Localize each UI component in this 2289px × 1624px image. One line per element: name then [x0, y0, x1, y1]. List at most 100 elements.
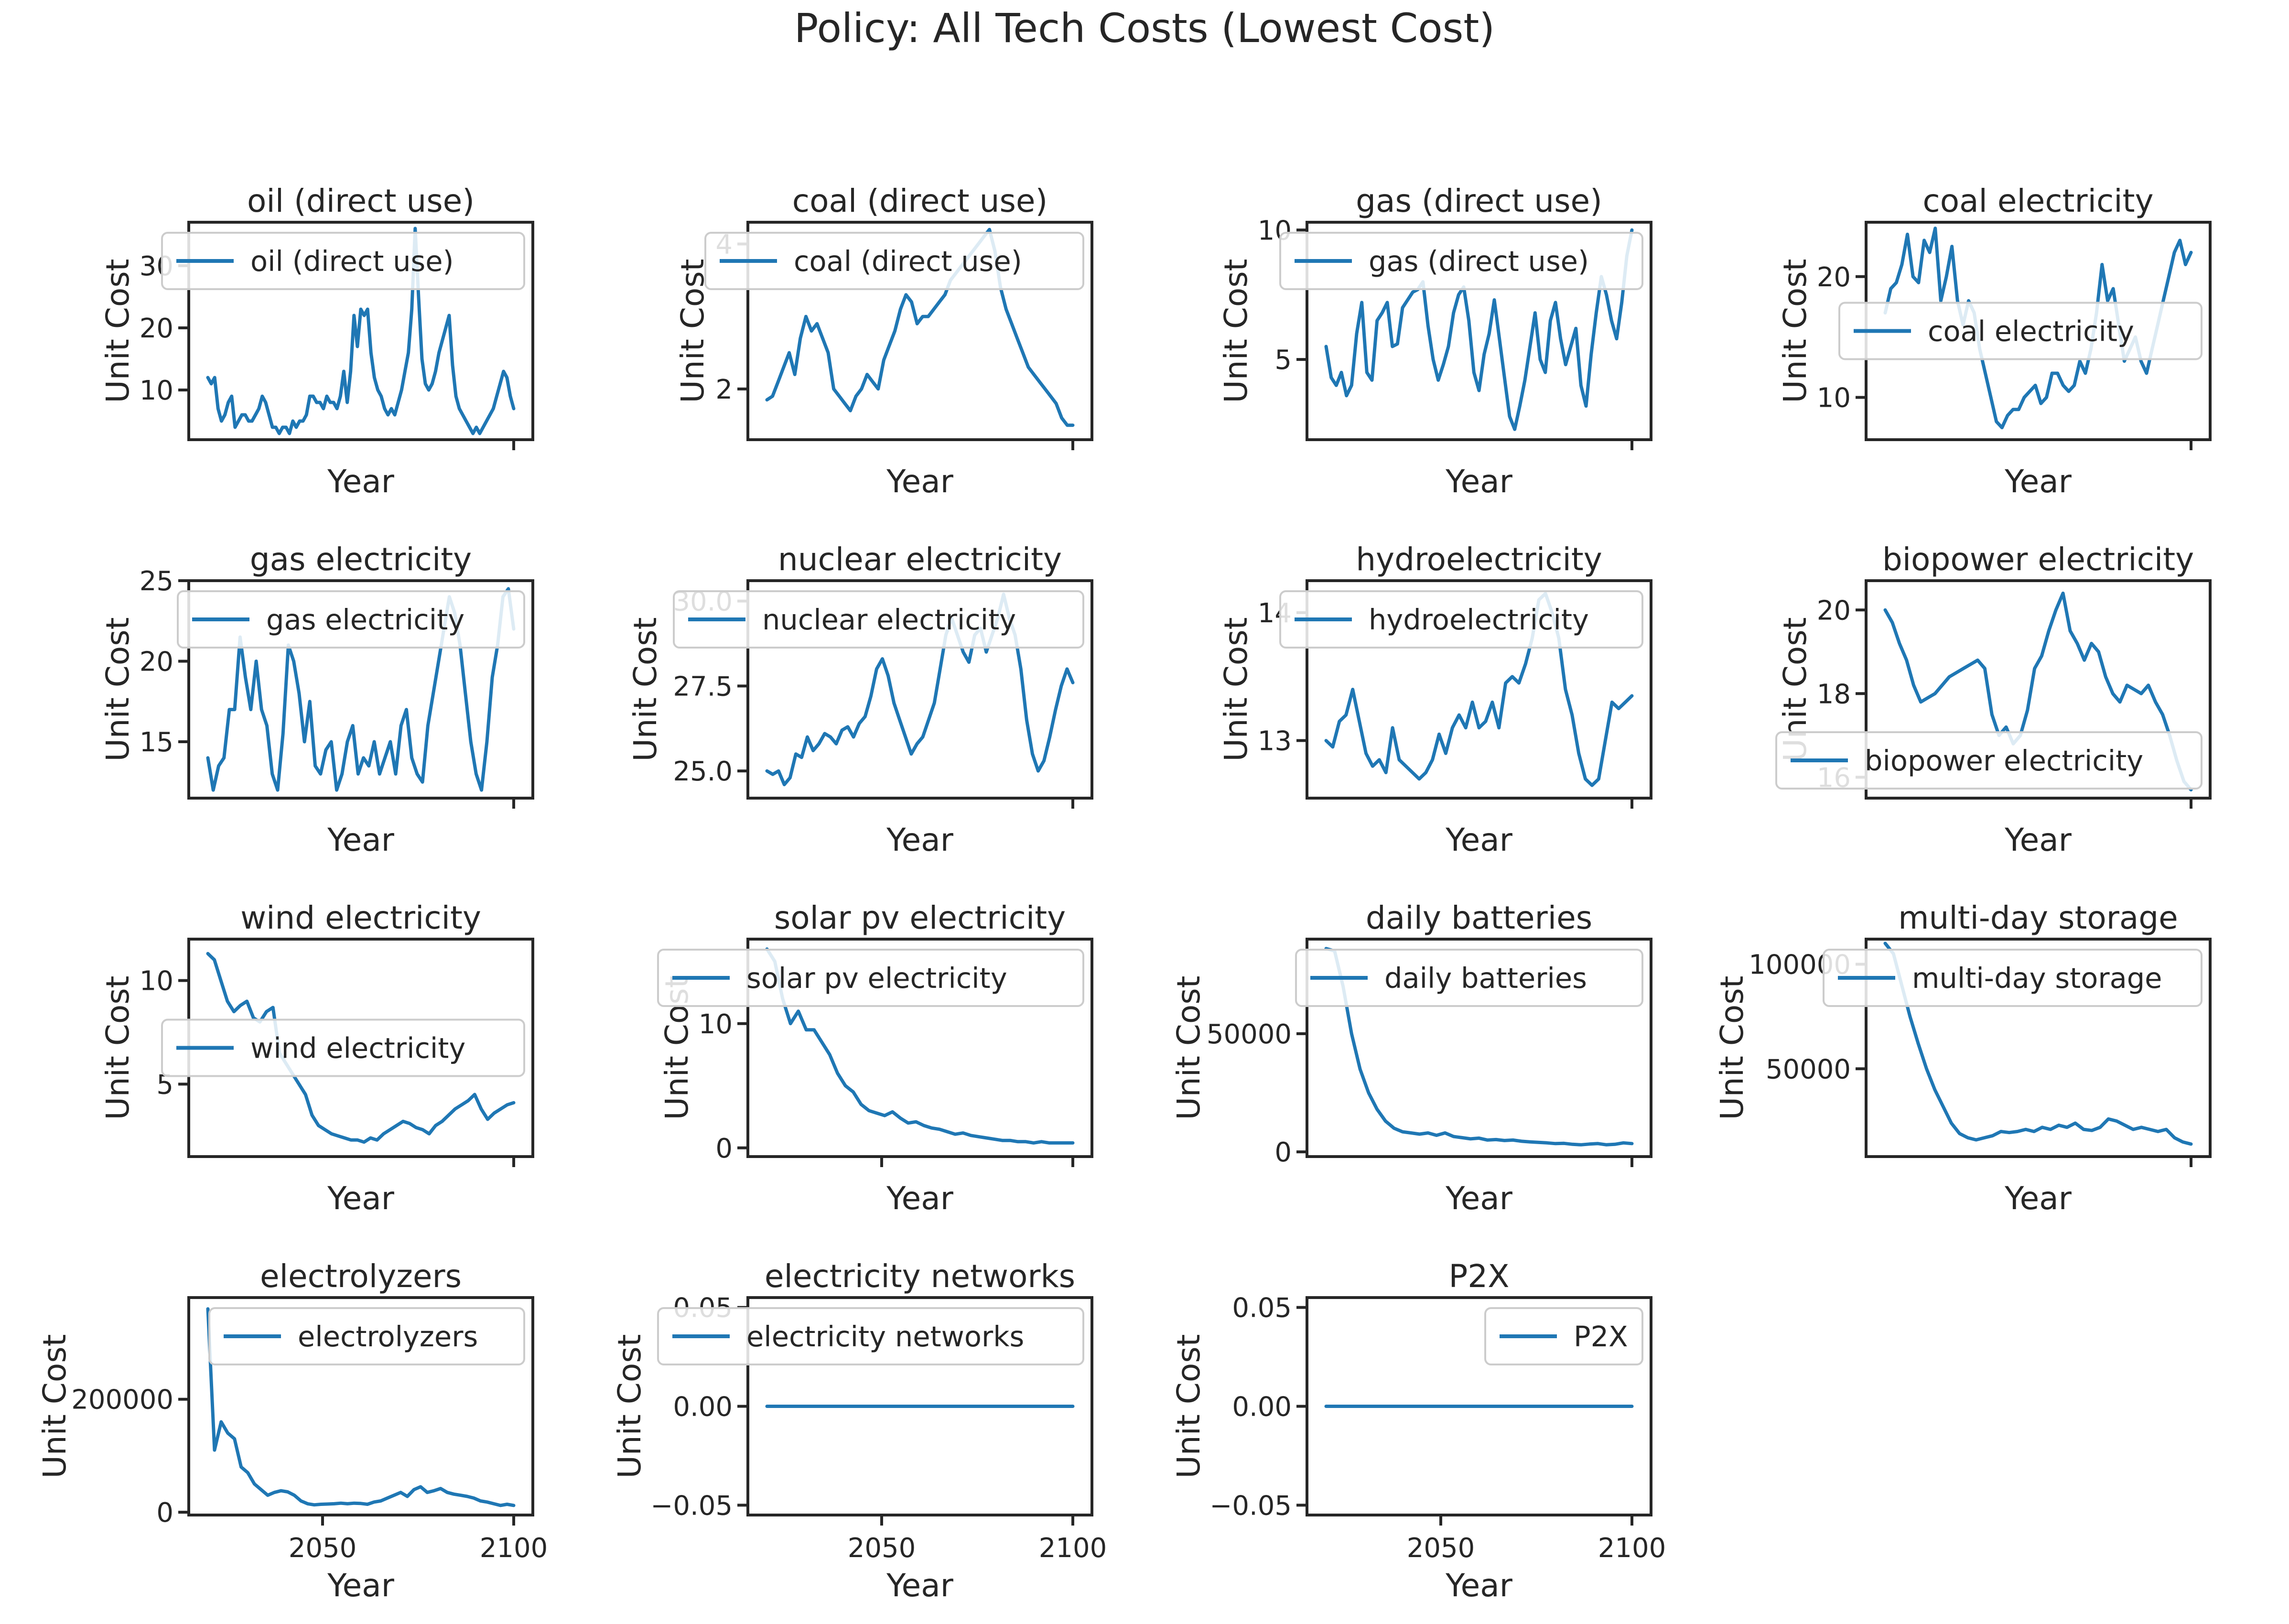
subplot-15-legend: P2X — [1484, 1307, 1643, 1365]
subplot-15-title: P2X — [1448, 1258, 1509, 1295]
subplot-8-ytick-label: 20 — [1817, 595, 1851, 626]
subplot-10-legend: solar pv electricity — [657, 949, 1084, 1007]
subplot-8: biopower electricity161820YearUnit Costb… — [1775, 541, 2212, 858]
subplot-14-title: electricity networks — [765, 1258, 1075, 1295]
subplot-5: gas electricity 15 20 25 Year Unit Cost gas el… — [99, 541, 534, 858]
subplot-1-title: oil (direct use) — [247, 183, 475, 219]
subplot-11-legend: daily batteries — [1295, 949, 1643, 1007]
subplot-8-legend-label: biopower electricity — [1865, 744, 2143, 777]
subplot-14-xtick-label: 2100 — [1039, 1533, 1107, 1564]
subplot-15-legend-box — [1484, 1307, 1643, 1365]
subplot-5-ylabel: Unit Cost — [99, 617, 136, 761]
figure-title: Policy: All Tech Costs (Lowest Cost) — [794, 5, 1495, 52]
subplot-12-legend-box — [1823, 949, 2203, 1007]
subplot-13-legend: electrolyzers — [208, 1307, 525, 1365]
subplot-5-legend-box — [177, 590, 525, 649]
subplot-4-legend-box — [1838, 302, 2203, 360]
subplot-10-series-line — [765, 947, 1075, 1145]
subplot-12-title: multi-day storage — [1898, 899, 2178, 936]
subplot-3-series-line — [1324, 228, 1634, 431]
subplot-5-legend: gas electricity — [177, 590, 525, 649]
subplot-14-xtick-label: 2050 — [848, 1533, 916, 1564]
subplot-2-ytick-label: 2 — [715, 374, 733, 405]
subplot-5-title: gas electricity — [250, 541, 472, 578]
subplot-13-ytick-label: 200000 — [71, 1385, 173, 1416]
subplot-12-ylabel: Unit Cost — [1714, 975, 1750, 1120]
subplot-6-legend: nuclear electricity — [673, 590, 1084, 649]
subplot-10-legend-box — [657, 949, 1084, 1007]
subplot-15-xtick-label: 2050 — [1407, 1533, 1475, 1564]
subplot-14-legend: electricity networks — [657, 1307, 1084, 1365]
subplot-3-xlabel: Year — [1445, 463, 1513, 500]
subplot-14-legend-box — [657, 1307, 1084, 1365]
subplot-10-xlabel: Year — [886, 1180, 954, 1217]
subplot-13-xtick-label: 2050 — [289, 1533, 357, 1564]
subplot-9-legend-box — [161, 1018, 525, 1077]
subplot-12-xlabel: Year — [2004, 1180, 2072, 1217]
subplot-7-axes-frame — [1306, 579, 1652, 800]
subplot-3-legend-box — [1279, 232, 1643, 290]
subplot-1-ylabel: Unit Cost — [99, 259, 136, 403]
subplot-13-series-line — [206, 1307, 516, 1507]
subplot-6-legend-label: nuclear electricity — [762, 603, 1016, 636]
subplot-11-legend-label: daily batteries — [1384, 962, 1587, 995]
subplot-11: daily batteries 0 50000 Year Unit Cost daily … — [1170, 899, 1652, 1217]
subplot-10-axes-frame — [746, 938, 1093, 1158]
subplot-13-ylabel: Unit Cost — [36, 1334, 73, 1478]
subplot-5-xlabel: Year — [327, 822, 395, 858]
subplot-11-title: daily batteries — [1366, 899, 1592, 936]
subplot-9-xlabel: Year — [327, 1180, 395, 1217]
subplot-6-axes-frame — [746, 579, 1093, 800]
subplot-12-series-line — [1883, 942, 2193, 1146]
subplot-13-axes-frame — [187, 1296, 534, 1516]
subplot-14-xlabel: Year — [886, 1567, 954, 1604]
subplot-11-ytick-label: 0 — [1274, 1137, 1292, 1168]
subplot-1-legend-label: oil (direct use) — [250, 245, 454, 278]
subplot-1-legend: oil (direct use) — [161, 232, 525, 290]
subplot-13-legend-box — [208, 1307, 525, 1365]
subplot-4-xlabel: Year — [2004, 463, 2072, 500]
subplot-15-legend-label: P2X — [1574, 1320, 1628, 1353]
subplot-9-ytick-label: 10 — [140, 966, 173, 997]
subplot-7-legend: hydroelectricity — [1279, 590, 1643, 649]
subplot-1-ytick-label: 20 — [140, 313, 173, 344]
subplot-4-legend: coal electricity — [1838, 302, 2203, 360]
subplot-4-ytick-label: 20 — [1817, 262, 1851, 293]
subplot-10-title: solar pv electricity — [774, 899, 1066, 936]
subplot-1-xlabel: Year — [327, 463, 395, 500]
subplot-8-ytick-label: 18 — [1817, 679, 1851, 710]
subplot-12-axes-frame — [1865, 938, 2212, 1158]
subplot-4: coal electricity 10 20 Year Unit Cost coal el… — [1777, 183, 2212, 500]
subplot-11-xlabel: Year — [1445, 1180, 1513, 1217]
subplot-4-title: coal electricity — [1922, 183, 2153, 219]
subplot-6-ylabel: Unit Cost — [627, 617, 664, 761]
subplot-13: electrolyzers 0 200000 2050 2100 Year Unit Cos… — [36, 1258, 548, 1604]
subplot-6-title: nuclear electricity — [778, 541, 1062, 578]
subplot-1-axes-frame — [187, 221, 534, 441]
subplot-3-ytick-label: 5 — [1274, 345, 1292, 376]
subplot-5-axes-frame — [187, 579, 534, 800]
subplot-6: nuclear electricity25.027.530.0YearUnit … — [627, 541, 1093, 858]
subplot-7-xlabel: Year — [1445, 822, 1513, 858]
subplot-2-legend-label: coal (direct use) — [794, 245, 1022, 278]
subplot-9-ylabel: Unit Cost — [99, 975, 136, 1120]
subplot-8-xlabel: Year — [2004, 822, 2072, 858]
subplot-10-ytick-label: 10 — [699, 1009, 733, 1040]
subplot-14-ytick-label: 0.00 — [673, 1392, 733, 1423]
subplot-14-ytick-label: −0.05 — [650, 1490, 733, 1521]
subplot-7-ylabel: Unit Cost — [1218, 617, 1254, 761]
subplot-1-legend-box — [161, 232, 525, 290]
subplot-8-legend: biopower electricity — [1775, 731, 2203, 790]
subplot-13-ytick-label: 0 — [156, 1497, 173, 1528]
subplot-5-series-line — [206, 587, 516, 792]
subplot-11-axes-frame — [1306, 938, 1652, 1158]
subplot-2-axes-frame — [746, 221, 1093, 441]
subplot-5-ytick-label: 20 — [140, 647, 173, 678]
